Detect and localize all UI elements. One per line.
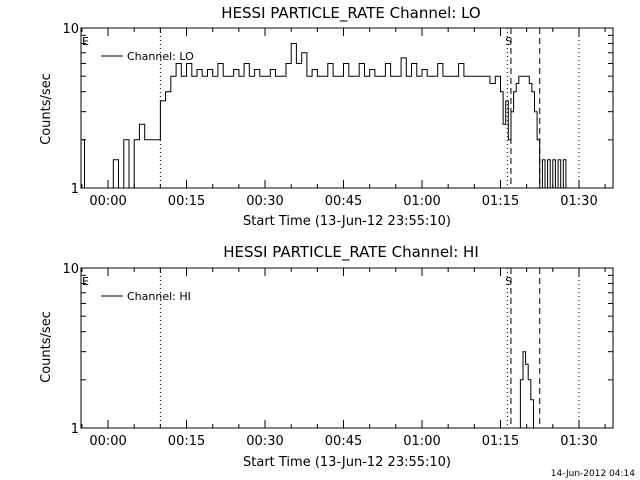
- footer-timestamp: 14-Jun-2012 04:14: [551, 469, 635, 479]
- x-tick-label: 00:00: [89, 434, 126, 449]
- x-tick-label: 00:30: [246, 194, 283, 209]
- series-line: [81, 43, 569, 189]
- y-axis-label: Counts/sec: [39, 311, 54, 383]
- panel-hi: HESSI PARTICLE_RATE Channel: HI Counts/s…: [39, 243, 614, 470]
- series-line: [517, 351, 534, 429]
- plot-frame: [80, 267, 614, 429]
- panel-lo: HESSI PARTICLE_RATE Channel: LO Counts/s…: [39, 4, 614, 229]
- x-axis-label: Start Time (13-Jun-12 23:55:10): [243, 455, 451, 470]
- x-tick-label: 00:15: [168, 434, 205, 449]
- legend-label: Channel: HI: [127, 290, 191, 303]
- x-tick-label: 01:15: [482, 194, 519, 209]
- marker-label-e: E: [82, 35, 89, 48]
- y-tick-label: 1: [71, 422, 79, 437]
- x-tick-label: 00:30: [246, 434, 283, 449]
- x-tick-label: 01:30: [560, 434, 597, 449]
- y-axis-label: Counts/sec: [39, 73, 54, 145]
- marker-label-s: S: [505, 275, 512, 288]
- x-tick-label: 00:45: [325, 434, 362, 449]
- legend-label: Channel: LO: [127, 50, 194, 63]
- x-tick-label: 01:30: [560, 194, 597, 209]
- y-tick-label: 10: [62, 262, 79, 277]
- chart-title: HESSI PARTICLE_RATE Channel: LO: [221, 4, 480, 23]
- marker-label-e: E: [82, 275, 89, 288]
- x-axis-label: Start Time (13-Jun-12 23:55:10): [243, 214, 451, 229]
- x-tick-label: 01:15: [482, 434, 519, 449]
- x-tick-label: 01:00: [403, 194, 440, 209]
- x-tick-label: 00:15: [168, 194, 205, 209]
- marker-label-s: S: [505, 35, 512, 48]
- x-tick-label: 01:00: [403, 434, 440, 449]
- y-tick-label: 10: [62, 22, 79, 37]
- chart-title: HESSI PARTICLE_RATE Channel: HI: [223, 243, 479, 262]
- plot-frame: [80, 27, 614, 189]
- x-tick-label: 00:45: [325, 194, 362, 209]
- y-tick-label: 1: [71, 182, 79, 197]
- x-tick-label: 00:00: [89, 194, 126, 209]
